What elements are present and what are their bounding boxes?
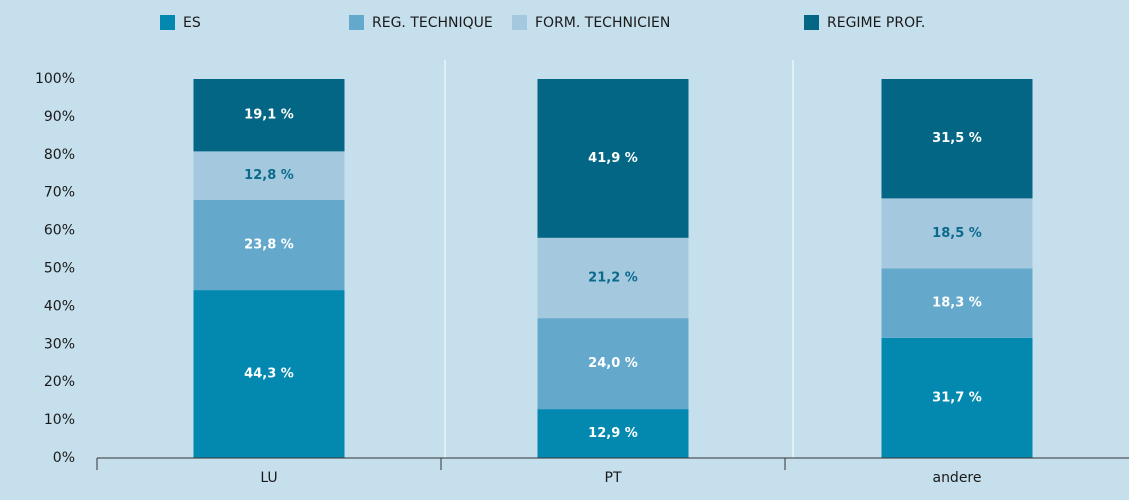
value-label: 18,5 % bbox=[932, 226, 982, 241]
bar-segment bbox=[193, 290, 345, 458]
bar-segment bbox=[881, 268, 1033, 338]
x-tick-label: andere bbox=[932, 470, 981, 486]
value-label: 12,9 % bbox=[588, 426, 638, 441]
value-label: 31,5 % bbox=[932, 131, 982, 146]
legend-label: REG. TECHNIQUE bbox=[372, 15, 493, 31]
x-tick-label: PT bbox=[605, 470, 622, 486]
bar-segment bbox=[881, 79, 1033, 199]
legend-swatch bbox=[512, 15, 527, 30]
legend-label: REGIME PROF. bbox=[827, 15, 925, 31]
value-label: 23,8 % bbox=[244, 238, 294, 253]
legend-swatch bbox=[160, 15, 175, 30]
y-tick-label: 40% bbox=[44, 298, 75, 314]
y-tick-label: 90% bbox=[44, 109, 75, 125]
y-tick-label: 70% bbox=[44, 185, 75, 201]
legend-swatch bbox=[349, 15, 364, 30]
legend-label: ES bbox=[183, 15, 201, 31]
y-tick-label: 30% bbox=[44, 336, 75, 352]
bar-segment bbox=[881, 337, 1033, 458]
bar-segment bbox=[537, 79, 689, 238]
y-tick-label: 10% bbox=[44, 412, 75, 428]
y-tick-label: 100% bbox=[35, 71, 75, 87]
legend-swatch bbox=[804, 15, 819, 30]
bar-segment bbox=[881, 198, 1033, 269]
value-label: 24,0 % bbox=[588, 356, 638, 371]
value-label: 21,2 % bbox=[588, 270, 638, 285]
value-label: 18,3 % bbox=[932, 296, 982, 311]
value-label: 31,7 % bbox=[932, 390, 982, 405]
legend-label: FORM. TECHNICIEN bbox=[535, 15, 670, 31]
bar-segment bbox=[537, 237, 689, 319]
bar-segment bbox=[193, 151, 345, 200]
value-label: 44,3 % bbox=[244, 367, 294, 382]
bar-segment bbox=[193, 199, 345, 291]
y-tick-label: 50% bbox=[44, 261, 75, 277]
value-label: 41,9 % bbox=[588, 151, 638, 166]
bar-segment bbox=[537, 318, 689, 410]
value-label: 19,1 % bbox=[244, 108, 294, 123]
value-label: 12,8 % bbox=[244, 168, 294, 183]
bar-segment bbox=[193, 79, 345, 152]
x-tick-label: LU bbox=[260, 470, 277, 486]
y-tick-label: 60% bbox=[44, 223, 75, 239]
bar-segment bbox=[537, 409, 689, 458]
y-tick-label: 80% bbox=[44, 147, 75, 163]
y-tick-label: 20% bbox=[44, 374, 75, 390]
y-tick-label: 0% bbox=[53, 450, 75, 466]
